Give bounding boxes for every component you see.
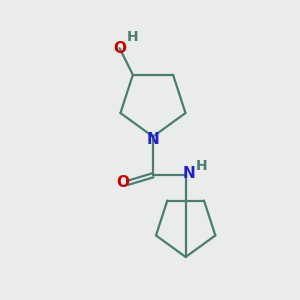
Text: H: H [196, 159, 208, 173]
Text: N: N [147, 131, 159, 146]
Text: N: N [183, 166, 196, 181]
Text: O: O [116, 176, 129, 190]
Text: H: H [127, 30, 139, 44]
Text: O: O [113, 41, 126, 56]
